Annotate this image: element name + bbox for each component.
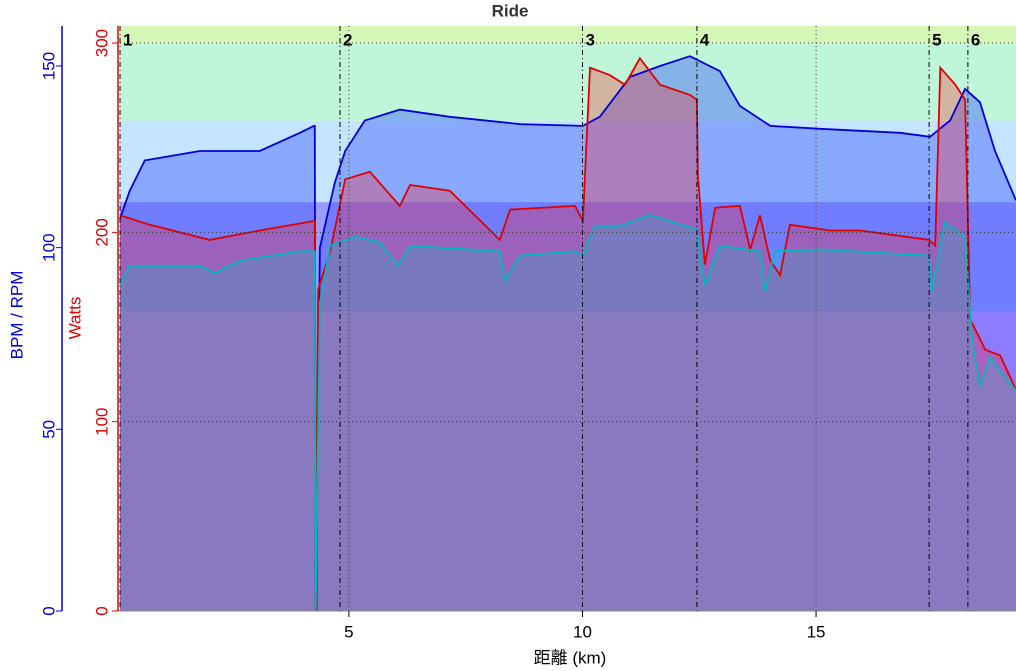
y2-tick-label: 100 bbox=[92, 407, 111, 435]
zone-band bbox=[120, 311, 1016, 611]
zone-band bbox=[120, 120, 1016, 203]
series-line bbox=[119, 55, 1016, 612]
x-axis-title: 距離 (km) bbox=[534, 648, 607, 667]
series-area bbox=[120, 56, 1016, 611]
x-tick-label: 15 bbox=[807, 622, 826, 641]
y2-tick-label: 300 bbox=[92, 29, 111, 57]
interval-label: 6 bbox=[971, 30, 980, 49]
y2-tick-label: 200 bbox=[92, 218, 111, 246]
y-tick-label: 100 bbox=[39, 233, 58, 261]
y2-tick-label: 0 bbox=[92, 606, 111, 615]
series-area bbox=[120, 214, 1016, 611]
y-tick-label: 0 bbox=[39, 606, 58, 615]
interval-label: 3 bbox=[585, 30, 594, 49]
y-tick-label: 50 bbox=[39, 420, 58, 439]
x-tick-label: 5 bbox=[344, 622, 353, 641]
y-axis-title: BPM / RPM bbox=[7, 271, 26, 360]
zone-label: Z3 bbox=[558, 151, 578, 170]
series-area bbox=[120, 58, 1016, 611]
interval-label: 4 bbox=[700, 30, 710, 49]
y-tick-label: 150 bbox=[39, 52, 58, 80]
zone-label: Z1 bbox=[558, 451, 578, 470]
y2-axis-title: Watts bbox=[65, 297, 84, 340]
interval-label: 1 bbox=[123, 30, 132, 49]
zone-label: Z4 bbox=[558, 71, 578, 90]
zone-band bbox=[120, 43, 1016, 121]
series-line bbox=[119, 56, 1016, 612]
interval-label: 2 bbox=[343, 30, 352, 49]
zone-band bbox=[120, 26, 1016, 44]
interval-label: 5 bbox=[932, 30, 941, 49]
x-tick-label: 10 bbox=[573, 622, 592, 641]
chart-title: Ride bbox=[492, 1, 529, 20]
